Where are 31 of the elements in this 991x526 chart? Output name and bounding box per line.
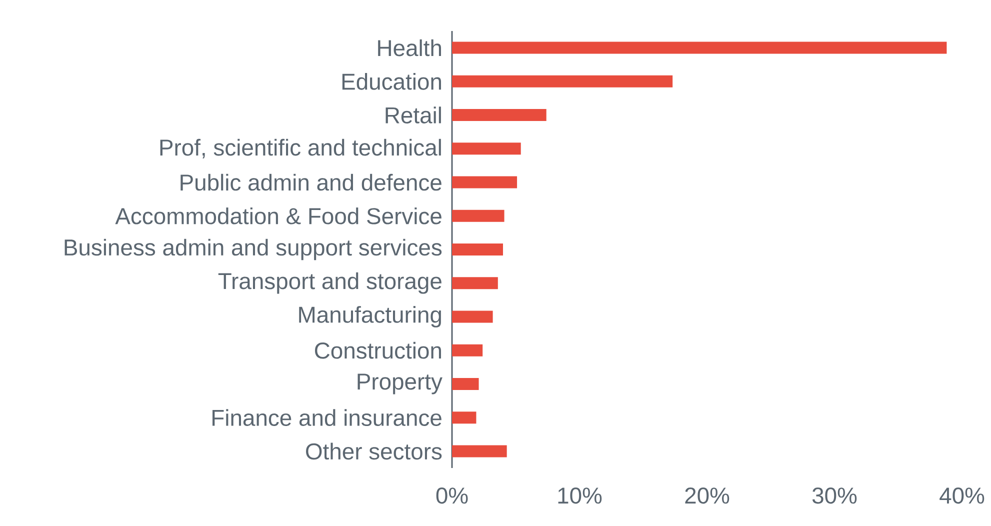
- y-tick-label: Construction: [315, 342, 441, 359]
- y-tick-label: Education: [342, 73, 441, 90]
- y-tick-label: Manufacturing: [299, 306, 441, 328]
- bar: [452, 176, 518, 188]
- x-tick-label: 10%: [558, 488, 602, 504]
- bar: [452, 244, 503, 256]
- bar: [452, 75, 673, 88]
- y-tick-label: Business admin and support services: [64, 238, 442, 260]
- bar: [452, 378, 479, 390]
- x-tick-label: 30%: [812, 488, 857, 504]
- x-tick-label: 20%: [685, 488, 730, 504]
- y-tick-label: Prof, scientific and technical: [160, 138, 441, 158]
- x-tick-label: 40%: [940, 488, 984, 504]
- y-tick-label: Accommodation & Food Service: [115, 207, 442, 224]
- bar: [452, 210, 504, 222]
- y-tick-label: Health: [378, 39, 441, 56]
- y-tick-label: Transport and storage: [218, 272, 442, 294]
- y-tick-label: Retail: [386, 106, 441, 124]
- bar: [452, 42, 947, 54]
- x-tick-label: 0%: [436, 488, 468, 504]
- bar: [452, 142, 521, 155]
- bar: [452, 445, 507, 458]
- y-tick-label: Other sectors: [306, 442, 442, 460]
- bar: [452, 277, 498, 290]
- y-tick-label: Finance and insurance: [212, 409, 442, 426]
- bar: [452, 344, 483, 356]
- bar: [452, 109, 546, 122]
- bar: [452, 412, 476, 424]
- y-tick-label: Public admin and defence: [180, 174, 442, 191]
- bar: [452, 310, 493, 323]
- y-tick-label: Property: [358, 374, 442, 394]
